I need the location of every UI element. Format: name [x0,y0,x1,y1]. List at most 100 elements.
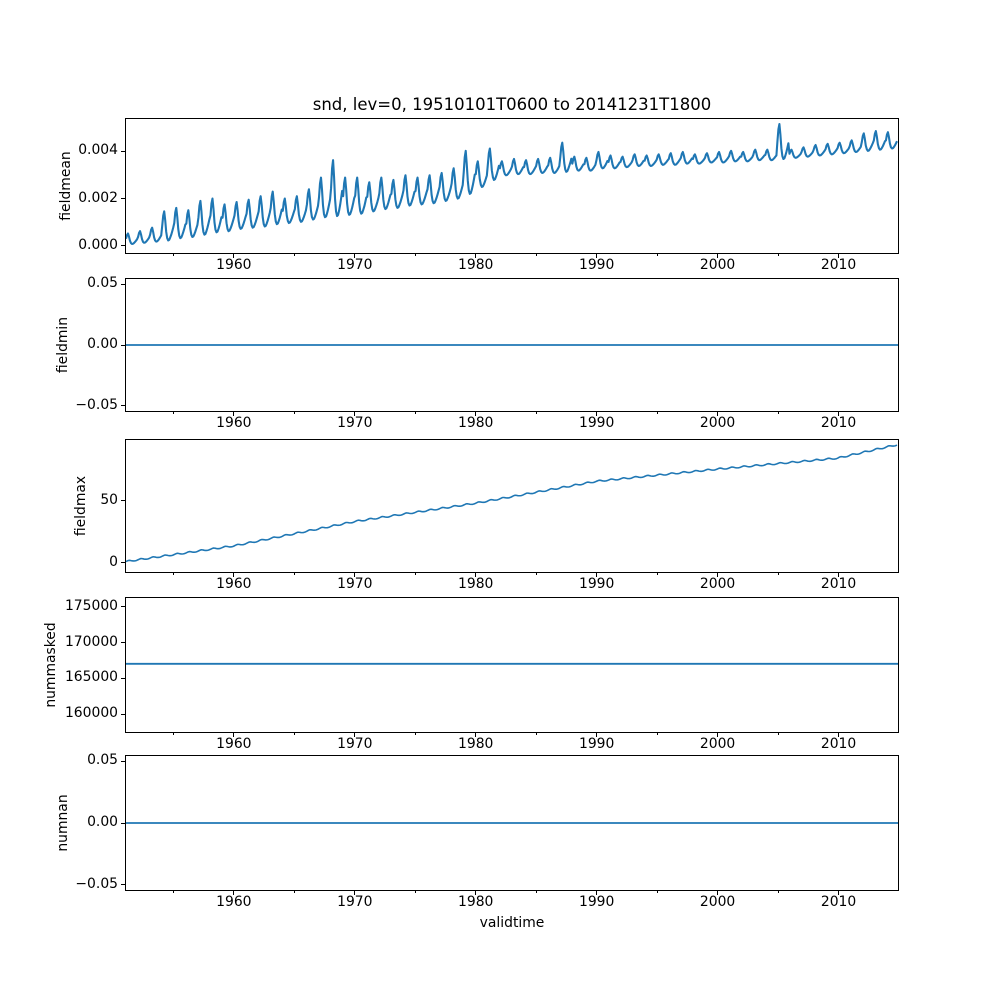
x-axis-label: validtime [479,915,545,931]
numnan-x-tick-label: 1970 [337,894,373,910]
fieldmin-plot-area [126,344,898,346]
x-minor-tick-mark [777,254,779,256]
y-tick-mark [121,198,125,200]
x-tick-mark [838,733,840,737]
nummasked-x-tick-label: 1960 [216,736,252,752]
nummasked-x-tick-label: 1970 [337,736,373,752]
y-tick-mark [121,344,125,346]
fieldmin-x-tick-label: 1990 [578,415,615,431]
axes-nummasked [125,597,899,733]
x-minor-tick-mark [293,891,295,893]
numnan-x-tick-label: 2000 [699,894,736,910]
x-minor-tick-mark [414,891,416,893]
fieldmax-x-tick-label: 1990 [578,576,615,592]
x-tick-mark [596,412,598,416]
x-minor-tick-mark [172,412,174,414]
fieldmin-x-tick-label: 2010 [820,415,857,431]
chart-title: snd, lev=0, 19510101T0600 to 20141231T18… [312,95,712,114]
x-minor-tick-mark [414,733,416,735]
x-minor-tick-mark [535,412,537,414]
y-tick-mark [121,642,125,644]
x-minor-tick-mark [414,573,416,575]
nummasked-x-tick-label: 1980 [458,736,494,752]
x-tick-mark [475,733,477,737]
x-tick-mark [233,412,235,416]
y-tick-mark [121,677,125,679]
x-minor-tick-mark [414,254,416,256]
fieldmean-x-tick-label: 2010 [820,257,857,273]
numnan-x-tick-label: 1980 [458,894,494,910]
numnan-y-tick-label: 0.05 [87,752,118,769]
x-tick-mark [354,733,356,737]
fieldmax-ylabel: fieldmax [73,475,90,537]
x-minor-tick-mark [656,254,658,256]
x-tick-mark [233,573,235,577]
x-minor-tick-mark [656,573,658,575]
fieldmax-y-tick-label: 0 [109,553,118,570]
fieldmin-ylabel: fieldmin [55,316,72,374]
nummasked-x-tick-label: 2010 [820,736,857,752]
fieldmax-x-tick-label: 1960 [216,576,252,592]
fieldmin-x-tick-label: 1970 [337,415,373,431]
y-tick-mark [121,500,125,502]
fieldmax-x-tick-label: 1980 [458,576,494,592]
fieldmax-x-tick-label: 2010 [820,576,857,592]
fieldmean-x-tick-label: 1990 [578,257,615,273]
x-tick-mark [717,254,719,258]
fieldmax-x-tick-label: 1970 [337,576,373,592]
fieldmean-line [126,123,898,245]
x-minor-tick-mark [172,733,174,735]
x-minor-tick-mark [172,573,174,575]
x-minor-tick-mark [535,573,537,575]
x-tick-mark [596,733,598,737]
x-tick-mark [596,254,598,258]
x-tick-mark [233,891,235,895]
y-tick-mark [121,760,125,762]
x-minor-tick-mark [293,573,295,575]
x-minor-tick-mark [656,891,658,893]
x-tick-mark [475,891,477,895]
fieldmean-x-tick-label: 1970 [337,257,373,273]
numnan-y-tick-label: −0.05 [75,875,118,892]
x-tick-mark [717,891,719,895]
fieldmin-x-tick-label: 1980 [458,415,494,431]
x-tick-mark [354,254,356,258]
x-minor-tick-mark [777,412,779,414]
numnan-plot-area [126,822,898,824]
x-tick-mark [838,573,840,577]
y-tick-mark [121,884,125,886]
x-minor-tick-mark [293,412,295,414]
x-minor-tick-mark [656,412,658,414]
x-tick-mark [596,891,598,895]
numnan-ylabel: numnan [55,794,72,852]
y-tick-mark [121,822,125,824]
axes-fieldmax [125,439,899,573]
x-minor-tick-mark [535,254,537,256]
x-minor-tick-mark [293,733,295,735]
y-tick-mark [121,606,125,608]
x-minor-tick-mark [777,733,779,735]
x-tick-mark [354,412,356,416]
fieldmax-y-tick-label: 50 [100,492,118,509]
y-tick-mark [121,713,125,715]
fieldmean-y-tick-label: 0.000 [78,237,118,254]
axes-fieldmean [125,118,899,254]
x-minor-tick-mark [535,733,537,735]
x-tick-mark [838,412,840,416]
fieldmean-ylabel: fieldmean [58,151,75,221]
fieldmean-x-tick-label: 2000 [699,257,736,273]
fieldmin-y-tick-label: 0.05 [87,275,118,292]
axes-fieldmin [125,278,899,412]
y-tick-mark [121,150,125,152]
x-minor-tick-mark [777,573,779,575]
fieldmean-x-tick-label: 1960 [216,257,252,273]
nummasked-y-tick-label: 175000 [64,598,118,615]
nummasked-plot-area [126,662,898,665]
x-tick-mark [717,573,719,577]
x-tick-mark [475,254,477,258]
x-tick-mark [475,412,477,416]
numnan-x-tick-label: 2010 [820,894,857,910]
nummasked-x-tick-label: 1990 [578,736,615,752]
numnan-x-tick-label: 1960 [216,894,252,910]
